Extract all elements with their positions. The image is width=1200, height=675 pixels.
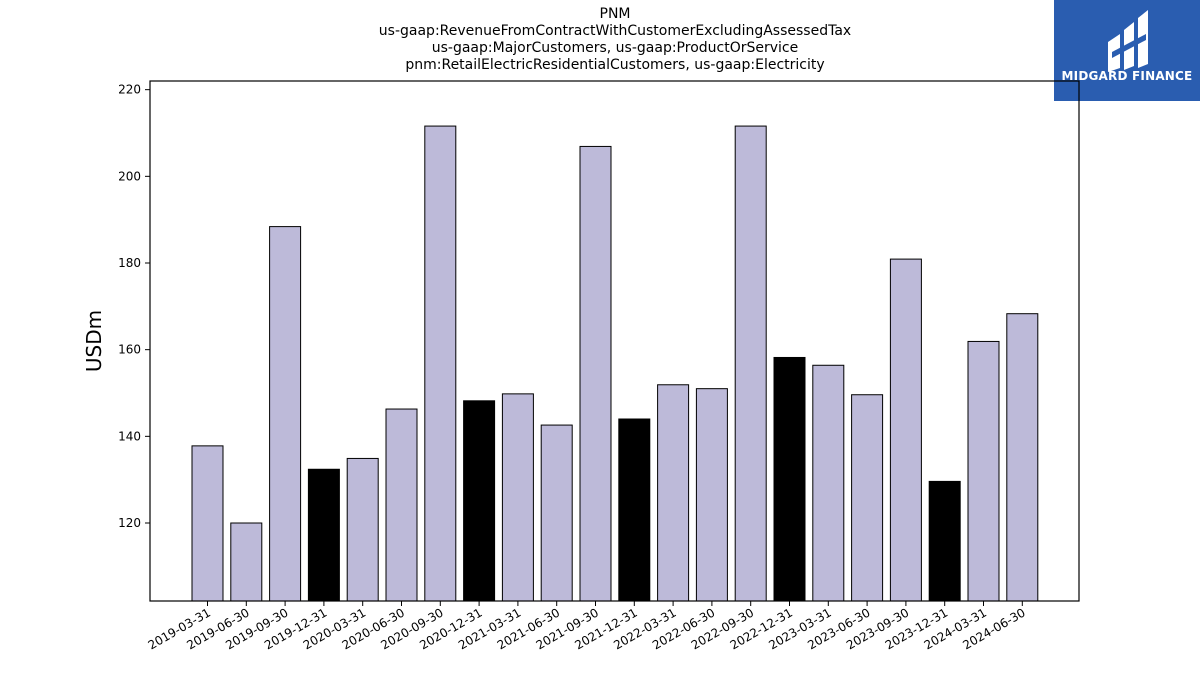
midgard-finance-logo: MIDGARD FINANCE [1054,0,1200,101]
bar-2020-12-31 [463,400,496,602]
y-axis: 120 140 160 180 200 220 [118,83,150,530]
bar-2024-03-31 [967,340,1000,602]
bar-2022-12-31 [773,356,806,602]
title-line-4: pnm:RetailElectricResidentialCustomers, … [405,57,825,73]
y-tick-label: 200 [118,169,141,183]
y-tick-label: 120 [118,516,141,530]
bar-2022-03-31 [657,384,690,602]
bar-2023-12-31 [928,480,961,602]
y-tick-label: 160 [118,343,141,357]
bar-2021-09-30 [579,145,612,602]
bar-2021-03-31 [501,393,534,602]
bar-2020-06-30 [385,408,418,602]
bars-group [191,125,1039,602]
bar-2021-12-31 [618,418,651,602]
logo-text: MIDGARD FINANCE [1061,69,1193,83]
bar-2022-06-30 [695,388,728,602]
bar-2019-03-31 [191,445,224,602]
bar-2019-12-31 [307,468,340,602]
title-line-2: us-gaap:RevenueFromContractWithCustomerE… [378,23,852,39]
plot-frame [149,80,1080,602]
x-axis: 2019-03-312019-06-302019-09-302019-12-31… [146,601,1028,652]
bar-2023-03-31 [812,364,845,602]
chart-title: PNM us-gaap:RevenueFromContractWithCusto… [0,6,1200,74]
bar-2019-06-30 [230,522,263,602]
bar-2023-06-30 [851,394,884,602]
bar-2021-06-30 [540,424,573,602]
bar-2023-09-30 [889,258,922,602]
y-tick-label: 180 [118,256,141,270]
title-line-1: PNM [599,6,631,22]
y-tick-label: 220 [118,83,141,97]
bar-2020-09-30 [424,125,457,602]
y-tick-label: 140 [118,429,141,443]
logo-mark-icon [1108,10,1148,72]
bar-2022-09-30 [734,125,767,602]
bar-2020-03-31 [346,457,379,602]
title-line-3: us-gaap:MajorCustomers, us-gaap:ProductO… [431,40,799,56]
bar-2019-09-30 [269,226,302,602]
bar-2024-06-30 [1006,313,1039,602]
y-axis-label: USDm [82,310,106,372]
